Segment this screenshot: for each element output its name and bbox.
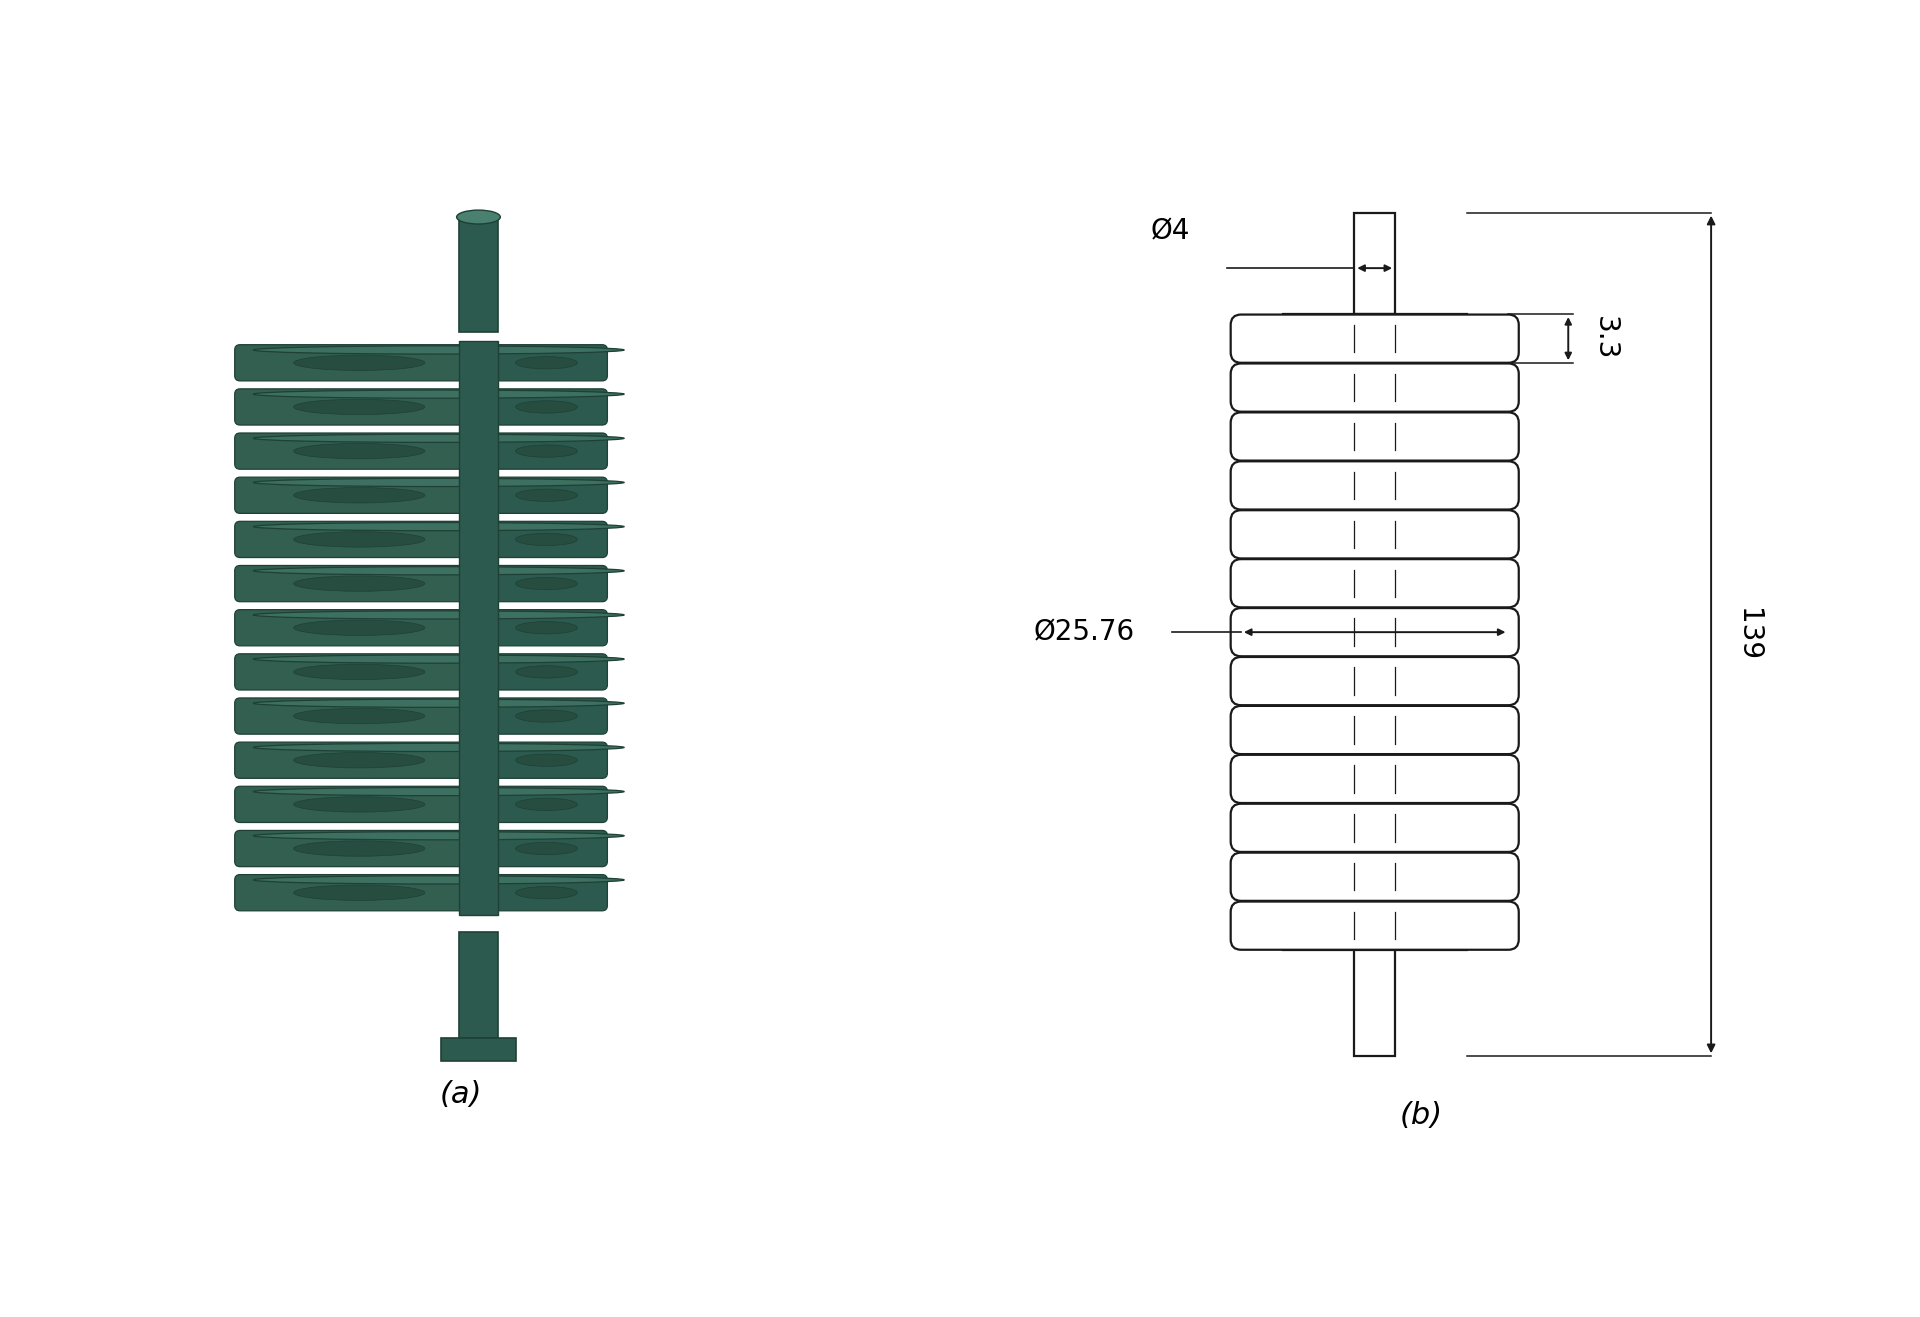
Ellipse shape: [294, 709, 424, 724]
FancyBboxPatch shape: [1231, 803, 1519, 852]
FancyBboxPatch shape: [234, 565, 472, 602]
Ellipse shape: [253, 478, 624, 486]
Bar: [459, 217, 499, 332]
Bar: [442, 1038, 516, 1060]
Ellipse shape: [294, 532, 424, 547]
FancyBboxPatch shape: [234, 610, 472, 645]
Bar: [1354, 213, 1396, 315]
FancyBboxPatch shape: [484, 389, 607, 425]
Ellipse shape: [516, 886, 578, 898]
FancyBboxPatch shape: [484, 831, 607, 867]
FancyBboxPatch shape: [484, 433, 607, 469]
Ellipse shape: [516, 577, 578, 590]
Ellipse shape: [516, 445, 578, 457]
Ellipse shape: [253, 566, 624, 576]
FancyBboxPatch shape: [234, 522, 472, 557]
Ellipse shape: [253, 743, 624, 752]
Ellipse shape: [516, 798, 578, 810]
Bar: [1283, 315, 1467, 335]
Ellipse shape: [294, 620, 424, 635]
FancyBboxPatch shape: [1231, 363, 1519, 412]
Ellipse shape: [253, 346, 624, 354]
Ellipse shape: [253, 788, 624, 795]
FancyBboxPatch shape: [484, 786, 607, 823]
FancyBboxPatch shape: [234, 874, 472, 911]
FancyBboxPatch shape: [234, 345, 472, 381]
Ellipse shape: [457, 211, 501, 224]
FancyBboxPatch shape: [234, 698, 472, 734]
FancyBboxPatch shape: [234, 741, 472, 778]
FancyBboxPatch shape: [234, 831, 472, 867]
FancyBboxPatch shape: [484, 610, 607, 645]
FancyBboxPatch shape: [484, 874, 607, 911]
Ellipse shape: [294, 487, 424, 503]
FancyBboxPatch shape: [234, 477, 472, 514]
FancyBboxPatch shape: [1231, 315, 1519, 362]
FancyBboxPatch shape: [1231, 412, 1519, 461]
Ellipse shape: [516, 843, 578, 855]
Ellipse shape: [516, 400, 578, 414]
Ellipse shape: [294, 399, 424, 415]
Ellipse shape: [253, 831, 624, 840]
FancyBboxPatch shape: [1231, 706, 1519, 755]
FancyBboxPatch shape: [1231, 755, 1519, 803]
FancyBboxPatch shape: [1231, 852, 1519, 901]
Ellipse shape: [294, 356, 424, 370]
FancyBboxPatch shape: [484, 698, 607, 734]
Text: (b): (b): [1400, 1101, 1442, 1130]
Ellipse shape: [253, 611, 624, 619]
FancyBboxPatch shape: [234, 786, 472, 823]
Bar: [1354, 950, 1396, 1056]
Ellipse shape: [294, 444, 424, 458]
Ellipse shape: [294, 576, 424, 591]
Ellipse shape: [253, 435, 624, 443]
Ellipse shape: [253, 699, 624, 707]
Bar: [459, 341, 499, 915]
FancyBboxPatch shape: [484, 477, 607, 514]
Text: Ø4: Ø4: [1150, 217, 1190, 245]
Text: 3.3: 3.3: [1592, 316, 1619, 361]
Ellipse shape: [294, 752, 424, 768]
Ellipse shape: [253, 523, 624, 531]
Ellipse shape: [253, 390, 624, 398]
FancyBboxPatch shape: [1231, 510, 1519, 558]
Ellipse shape: [516, 357, 578, 369]
Text: 139: 139: [1734, 608, 1763, 661]
Ellipse shape: [253, 655, 624, 664]
FancyBboxPatch shape: [1231, 902, 1519, 950]
Ellipse shape: [294, 840, 424, 856]
Ellipse shape: [516, 666, 578, 678]
FancyBboxPatch shape: [1231, 461, 1519, 510]
Ellipse shape: [294, 885, 424, 901]
FancyBboxPatch shape: [484, 653, 607, 690]
Ellipse shape: [516, 710, 578, 722]
FancyBboxPatch shape: [234, 653, 472, 690]
Ellipse shape: [516, 533, 578, 545]
Bar: [1283, 930, 1467, 950]
FancyBboxPatch shape: [234, 433, 472, 469]
Bar: [459, 932, 499, 1038]
Ellipse shape: [253, 876, 624, 884]
FancyBboxPatch shape: [1231, 608, 1519, 656]
Ellipse shape: [516, 755, 578, 766]
Ellipse shape: [516, 489, 578, 502]
FancyBboxPatch shape: [484, 565, 607, 602]
FancyBboxPatch shape: [484, 741, 607, 778]
FancyBboxPatch shape: [484, 345, 607, 381]
FancyBboxPatch shape: [1231, 657, 1519, 705]
FancyBboxPatch shape: [484, 522, 607, 557]
Ellipse shape: [294, 797, 424, 813]
Ellipse shape: [516, 622, 578, 633]
Text: (a): (a): [440, 1080, 482, 1109]
Text: Ø25.76: Ø25.76: [1035, 618, 1135, 647]
Ellipse shape: [294, 664, 424, 680]
FancyBboxPatch shape: [1231, 560, 1519, 607]
FancyBboxPatch shape: [234, 389, 472, 425]
